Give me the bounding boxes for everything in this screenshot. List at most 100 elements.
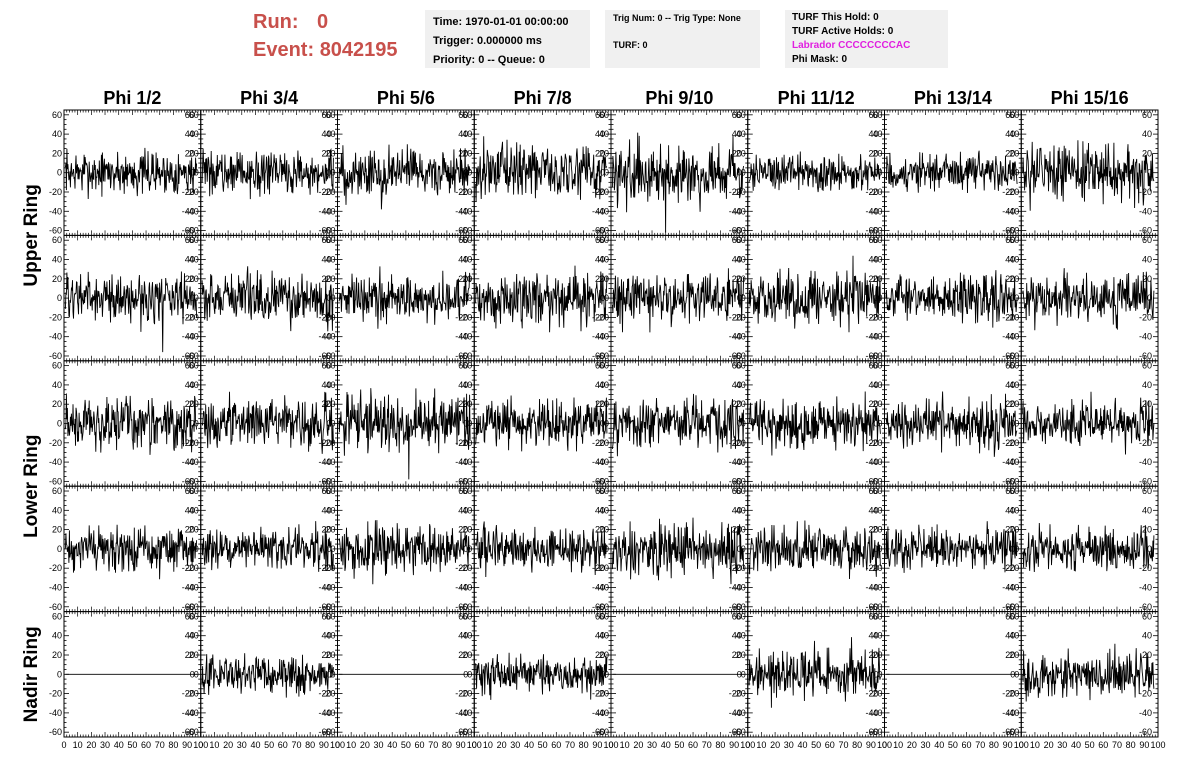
y-tick-label: -40: [49, 332, 62, 342]
y-tick-label: 40: [868, 380, 878, 390]
y-tick-label: 20: [458, 274, 468, 284]
y-tick-label: 20: [1009, 274, 1019, 284]
y-tick-label: 20: [595, 274, 605, 284]
y-tick-label: -40: [322, 582, 335, 592]
turf-text: TURF: 0: [613, 40, 648, 50]
y-tick-label: -40: [1002, 206, 1015, 216]
y-tick-label: -60: [869, 476, 882, 486]
y-tick-label: 60: [1009, 361, 1019, 371]
waveform-trace: [64, 147, 198, 200]
y-tick-label: 40: [732, 505, 742, 515]
y-tick-label: -40: [729, 332, 742, 342]
y-tick-label: -60: [49, 351, 62, 361]
y-tick-label: 20: [462, 274, 472, 284]
y-tick-label: 20: [872, 148, 882, 158]
labrador-text: Labrador CCCCCCCCAC: [792, 40, 911, 51]
y-tick-label: 60: [189, 110, 199, 120]
y-tick-label: 40: [736, 129, 746, 139]
y-tick-label: 20: [462, 148, 472, 158]
y-tick-label: -20: [1139, 312, 1152, 322]
y-tick-label: 60: [458, 361, 468, 371]
trigger-text: Trigger: 0.000000 ms: [433, 35, 542, 47]
column-title: Phi 13/14: [914, 88, 992, 108]
row-title: Lower Ring: [21, 434, 42, 537]
y-tick-label: -60: [729, 351, 742, 361]
y-tick-label: -60: [49, 602, 62, 612]
y-tick-label: -20: [592, 438, 605, 448]
y-tick-label: -20: [865, 563, 878, 573]
y-tick-label: -60: [865, 602, 878, 612]
y-tick-label: -60: [322, 226, 335, 236]
y-tick-label: 40: [325, 380, 335, 390]
y-tick-label: -60: [592, 226, 605, 236]
y-tick-label: 40: [189, 505, 199, 515]
y-tick-label: -20: [865, 187, 878, 197]
y-tick-label: -60: [1006, 226, 1019, 236]
y-tick-label: 0: [57, 544, 62, 554]
y-tick-label: 40: [1009, 255, 1019, 265]
y-tick-label: 40: [325, 255, 335, 265]
y-tick-label: 20: [1009, 148, 1019, 158]
y-tick-label: 60: [321, 486, 331, 496]
y-tick-label: 40: [462, 129, 472, 139]
y-tick-label: -40: [455, 457, 468, 467]
y-tick-label: 0: [604, 544, 609, 554]
y-tick-label: 20: [52, 399, 62, 409]
priority-text: Priority: 0 -- Queue: 0: [433, 54, 545, 66]
waveform-trace: [338, 388, 471, 480]
y-tick-label: -20: [182, 187, 195, 197]
y-tick-label: 20: [599, 274, 609, 284]
y-tick-label: -40: [459, 206, 472, 216]
y-tick-label: -20: [49, 438, 62, 448]
y-tick-label: 0: [604, 168, 609, 178]
y-tick-label: 0: [1014, 293, 1019, 303]
y-tick-label: -40: [733, 582, 746, 592]
y-tick-label: 60: [736, 361, 746, 371]
y-tick-label: -20: [1006, 187, 1019, 197]
y-tick-label: 0: [467, 168, 472, 178]
y-tick-label: 20: [595, 399, 605, 409]
y-tick-label: 40: [595, 255, 605, 265]
y-tick-label: -40: [49, 206, 62, 216]
waveform-trace: [201, 391, 334, 454]
y-tick-label: -20: [49, 187, 62, 197]
waveform-trace: [885, 391, 1018, 457]
y-tick-label: 0: [877, 293, 882, 303]
y-tick-label: 60: [321, 110, 331, 120]
y-tick-label: 20: [868, 148, 878, 158]
y-tick-label: -60: [592, 602, 605, 612]
y-tick-label: -60: [865, 351, 878, 361]
y-tick-label: -20: [729, 563, 742, 573]
y-tick-label: 40: [52, 255, 62, 265]
y-tick-label: -60: [592, 476, 605, 486]
y-tick-label: 20: [732, 525, 742, 535]
y-tick-label: 40: [52, 129, 62, 139]
y-tick-label: -40: [1006, 332, 1019, 342]
waveform-trace: [885, 270, 1018, 328]
y-tick-label: 20: [595, 525, 605, 535]
y-tick-label: 60: [595, 486, 605, 496]
turf-this-hold-text: TURF This Hold: 0: [792, 12, 879, 23]
y-tick-label: 40: [1005, 129, 1015, 139]
y-tick-label: 40: [462, 255, 472, 265]
y-tick-label: -60: [729, 602, 742, 612]
y-tick-label: 60: [1005, 110, 1015, 120]
y-tick-label: 60: [52, 486, 62, 496]
y-tick-label: -40: [459, 457, 472, 467]
waveform-trace: [748, 151, 881, 193]
y-tick-label: 0: [467, 293, 472, 303]
y-tick-label: -20: [592, 563, 605, 573]
waveform-trace: [201, 266, 334, 332]
y-tick-label: 40: [458, 380, 468, 390]
y-tick-label: 0: [600, 168, 605, 178]
y-tick-label: -40: [182, 457, 195, 467]
y-tick-label: 0: [741, 419, 746, 429]
y-tick-label: 40: [872, 129, 882, 139]
